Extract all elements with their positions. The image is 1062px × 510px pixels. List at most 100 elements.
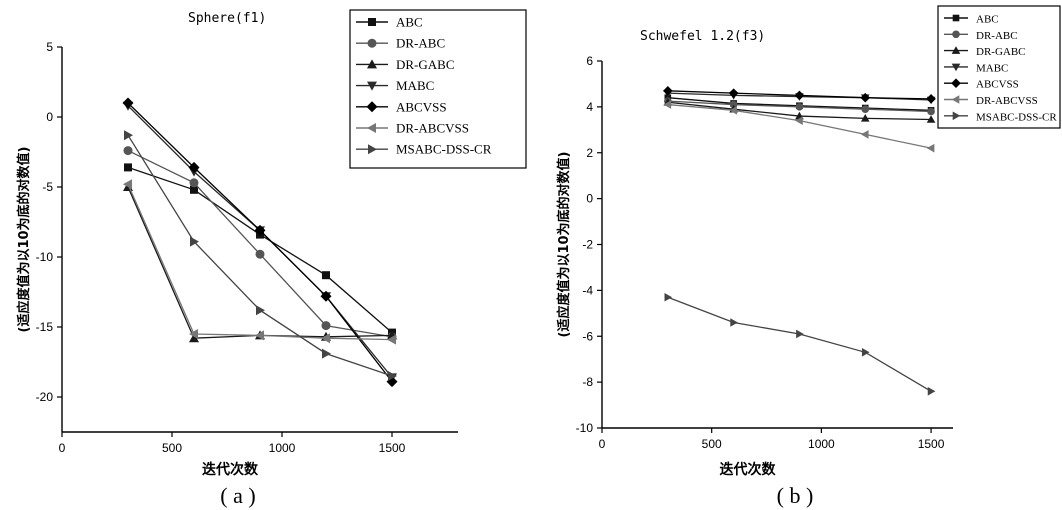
data-point (320, 290, 332, 302)
y-tick-label: 5 (46, 40, 53, 54)
data-point (188, 161, 200, 173)
legend-marker (952, 30, 960, 39)
panel-caption: ( a ) (220, 483, 255, 508)
data-point (321, 333, 330, 344)
legend-label: DR-ABC (976, 30, 1018, 42)
y-tick-label: -15 (36, 320, 54, 334)
series-line (667, 296, 932, 392)
data-point (861, 348, 870, 357)
series-msabc-dss-cr (664, 292, 936, 396)
series-msabc-dss-cr (124, 130, 397, 381)
legend-label: DR-GABC (976, 46, 1026, 58)
legend-marker (367, 123, 376, 133)
series-abcvss (122, 97, 398, 388)
chart-b: 6 4 2 0 -2 -4 -6 -8 -10 0 500 1000 1500 Schwefel 1.2(… (556, 5, 1061, 508)
data-point (189, 333, 199, 343)
data-point (729, 106, 737, 115)
data-point (795, 103, 804, 111)
series-line (667, 103, 932, 149)
data-point (927, 387, 936, 396)
legend-label: MSABC-DSS-CR (976, 111, 1057, 123)
y-axis-label: (适应度值为以10为底的对数值) (556, 152, 572, 338)
legend-marker (951, 46, 961, 54)
legend-label: MABC (396, 78, 434, 93)
y-tick-label: 2 (586, 146, 593, 160)
y-tick-label: 0 (46, 110, 53, 124)
data-point (255, 330, 264, 341)
legend-marker (951, 95, 960, 104)
data-point (926, 143, 935, 153)
legend-marker (952, 14, 960, 22)
legend: ABC DR-ABC DR-GABC MABC ABCVSS DR-ABCVSS MSABC… (937, 5, 1061, 129)
series-dr-gabc (123, 182, 397, 343)
data-point (124, 163, 132, 172)
data-point (388, 371, 397, 381)
legend-marker (367, 81, 377, 91)
legend-marker (366, 101, 378, 113)
data-point (123, 146, 133, 156)
y-tick-label: -5 (42, 180, 53, 194)
legend-marker (367, 59, 377, 69)
data-point (254, 224, 266, 236)
legend-label: MSABC-DSS-CR (396, 142, 492, 157)
data-point (729, 100, 738, 109)
legend-marker (951, 78, 961, 88)
data-point (927, 107, 935, 116)
data-point (663, 100, 672, 109)
legend-label: DR-ABC (396, 36, 445, 51)
data-point (860, 92, 871, 103)
data-point (794, 90, 805, 101)
y-tick-label: -10 (36, 250, 54, 264)
legend-label: ABCVSS (396, 99, 447, 114)
legend-label: ABC (976, 14, 999, 26)
legend-label: DR-ABCVSS (396, 121, 469, 136)
y-tick-label: -2 (582, 238, 593, 252)
chart-title: Sphere(f1) (188, 11, 266, 26)
data-point (663, 86, 673, 96)
y-tick-label: 6 (586, 54, 593, 68)
data-point (796, 329, 804, 339)
x-tick-label: 1500 (918, 437, 945, 451)
y-tick-label: -20 (36, 390, 54, 404)
data-point (730, 318, 738, 327)
x-tick-label: 500 (702, 437, 722, 451)
panel-caption: ( b ) (777, 483, 814, 508)
x-tick-label: 0 (59, 441, 66, 455)
series-dr-abc (664, 97, 935, 116)
x-tick-label: 1000 (808, 437, 835, 451)
legend-label: ABC (396, 15, 423, 30)
data-point (124, 130, 133, 141)
legend-label: DR-ABCVSS (976, 95, 1038, 107)
legend-marker (952, 111, 961, 121)
data-point (189, 329, 198, 339)
series-dr-abcvss (663, 100, 935, 153)
y-tick-label: 4 (586, 100, 593, 114)
legend-marker (368, 144, 377, 155)
data-point (123, 179, 132, 190)
y-tick-label: -10 (576, 421, 594, 435)
legend-label: MABC (976, 62, 1008, 74)
data-point (190, 236, 199, 247)
x-tick-label: 1500 (379, 441, 406, 455)
data-point (256, 305, 265, 316)
data-point (190, 185, 198, 194)
data-point (664, 292, 673, 302)
data-point (321, 321, 331, 331)
x-tick-label: 1000 (269, 441, 296, 455)
legend-marker (367, 38, 377, 48)
data-point (728, 88, 739, 98)
y-axis-label: (适应度值为以10为底的对数值) (16, 147, 32, 333)
chart-title: Schwefel 1.2(f3) (640, 29, 765, 44)
data-point (387, 334, 396, 345)
legend: ABC DR-ABC DR-GABC MABC ABCVSS DR-ABCVSS MSABC… (349, 9, 527, 169)
data-point (122, 97, 134, 109)
data-point (926, 94, 936, 104)
data-point (189, 178, 199, 188)
legend-box (349, 9, 527, 169)
data-point (926, 115, 936, 123)
x-axis-label: 迭代次数 (720, 461, 777, 478)
y-tick-label: -4 (582, 283, 593, 297)
series-abcvss (663, 86, 936, 104)
legend-marker (951, 63, 961, 72)
